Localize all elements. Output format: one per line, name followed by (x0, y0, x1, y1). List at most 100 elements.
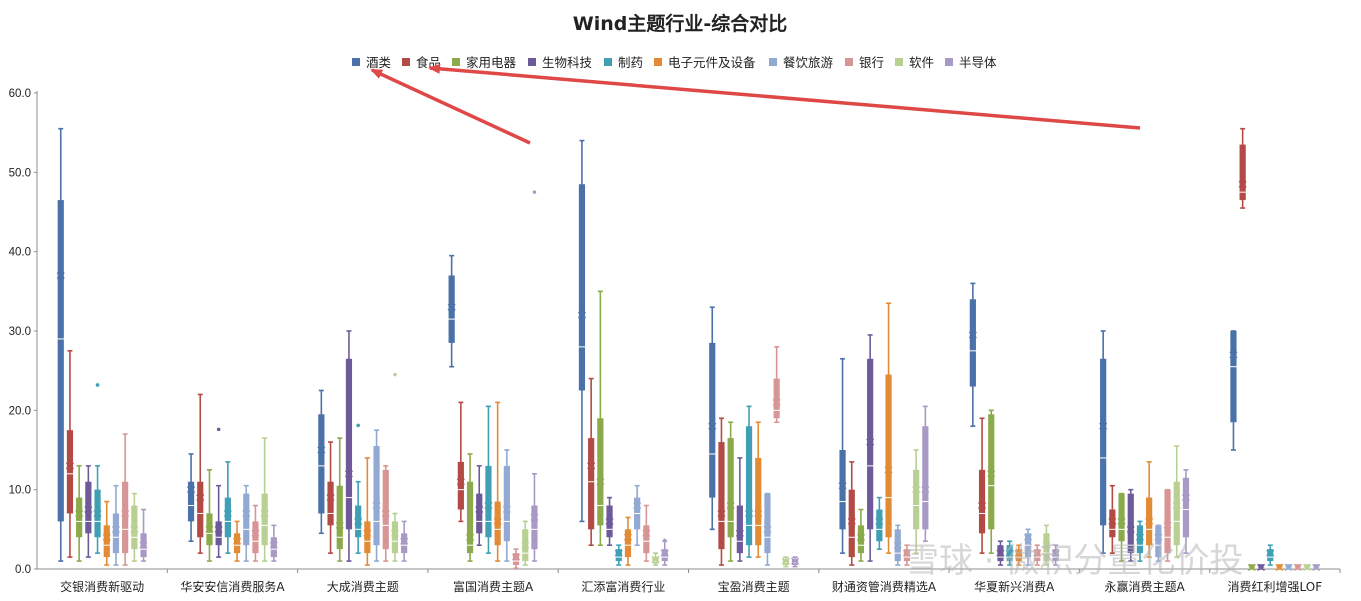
box-body (373, 446, 380, 546)
box-mean-marker (978, 501, 987, 510)
legend-label: 电子元件及设备 (668, 55, 756, 70)
box-mean-marker (475, 505, 484, 514)
box-9-7 (1051, 544, 1060, 566)
box-8-0 (130, 492, 139, 562)
box-2-8 (1117, 492, 1126, 562)
box-mean-marker (921, 486, 930, 494)
box-body (978, 469, 986, 534)
legend-swatch (769, 58, 777, 66)
box-0-6 (838, 357, 847, 554)
box-body (270, 537, 277, 558)
legend-swatch (452, 58, 460, 66)
box-mean-marker (726, 501, 735, 510)
box-body (1173, 481, 1180, 546)
box-1-6 (847, 461, 856, 566)
y-tick-label: 50.0 (9, 167, 31, 179)
box-3-2 (344, 330, 353, 562)
legend-swatch (845, 58, 853, 66)
box-mean-marker (493, 517, 502, 526)
box-mean-marker (772, 398, 781, 407)
box-mean-marker (596, 478, 605, 486)
box-mean-marker (363, 529, 372, 537)
box-body (112, 513, 120, 554)
box-body (913, 469, 920, 530)
box-mean-marker (466, 533, 475, 541)
box-mean-marker (1284, 563, 1293, 572)
box-body (1182, 477, 1190, 538)
box-body (755, 457, 762, 546)
box-mean-marker (139, 541, 148, 549)
y-tick-label: 40.0 (9, 247, 31, 259)
box-body (243, 493, 250, 546)
box-mean-marker (93, 509, 102, 518)
box-mean-marker (111, 525, 120, 533)
box-4-6 (875, 496, 884, 550)
box-0-4 (577, 139, 586, 523)
box-4-2 (354, 480, 363, 554)
box-body (597, 418, 604, 526)
box-body (131, 505, 138, 550)
box-body (988, 414, 995, 530)
box-8-3 (521, 520, 530, 566)
box-body (318, 414, 325, 514)
box-2-5 (726, 421, 735, 562)
y-tick-label: 20.0 (9, 405, 31, 417)
box-9-2 (400, 520, 409, 562)
box-body (1164, 489, 1171, 554)
box-4-7 (1005, 540, 1014, 566)
y-tick-label: 60.0 (9, 88, 31, 100)
box-body (1052, 549, 1059, 562)
box-5-3 (493, 401, 502, 562)
legend-item: 生物科技 (528, 55, 593, 70)
box-3-1 (214, 484, 223, 558)
box-3-4 (605, 496, 614, 547)
box-8-4 (651, 552, 660, 566)
outlier-point (532, 190, 537, 194)
box-8-8 (1172, 445, 1181, 558)
box-0-8 (1099, 330, 1108, 554)
box-body (643, 525, 650, 554)
box-mean-marker (1257, 563, 1266, 572)
arrow-to-food (428, 63, 1141, 130)
box-mean-marker (866, 438, 875, 446)
box-body (485, 465, 492, 538)
legend-label: 软件 (909, 55, 934, 70)
y-tick-label: 30.0 (9, 326, 31, 338)
box-mean-marker (326, 493, 335, 502)
box-mean-marker (512, 553, 521, 561)
box-mean-marker (1303, 563, 1312, 572)
box-4-0 (93, 465, 102, 554)
box-body (709, 342, 716, 498)
outlier-point (662, 538, 667, 543)
box-1-9 (1238, 127, 1247, 209)
box-body (885, 374, 892, 538)
box-body (1239, 144, 1246, 201)
box-4-4 (614, 544, 623, 566)
box-body (187, 481, 195, 522)
box-body (1267, 549, 1274, 562)
plot-area (56, 127, 1321, 572)
box-body (736, 505, 743, 554)
box-7-2 (381, 465, 390, 562)
box-8-9 (1303, 563, 1312, 572)
box-1-5 (717, 417, 726, 566)
box-5-7 (1014, 544, 1023, 566)
box-9-4 (660, 540, 669, 566)
box-5-2 (363, 457, 372, 566)
box-3-7 (996, 540, 1005, 566)
box-2-7 (987, 409, 996, 554)
box-body (1109, 509, 1116, 538)
box-mean-marker (623, 533, 632, 541)
box-body (867, 358, 874, 530)
box-body (922, 426, 929, 530)
box-mean-marker (317, 446, 326, 454)
box-body (1015, 549, 1022, 562)
box-mean-marker (372, 501, 381, 510)
box-mean-marker (893, 541, 902, 549)
box-body (336, 485, 343, 550)
box-mean-marker (1229, 351, 1238, 359)
x-category-label: 财通资管消费精选A (832, 579, 937, 594)
box-mean-marker (447, 303, 456, 311)
box-body (503, 465, 510, 542)
box-body (531, 505, 538, 550)
